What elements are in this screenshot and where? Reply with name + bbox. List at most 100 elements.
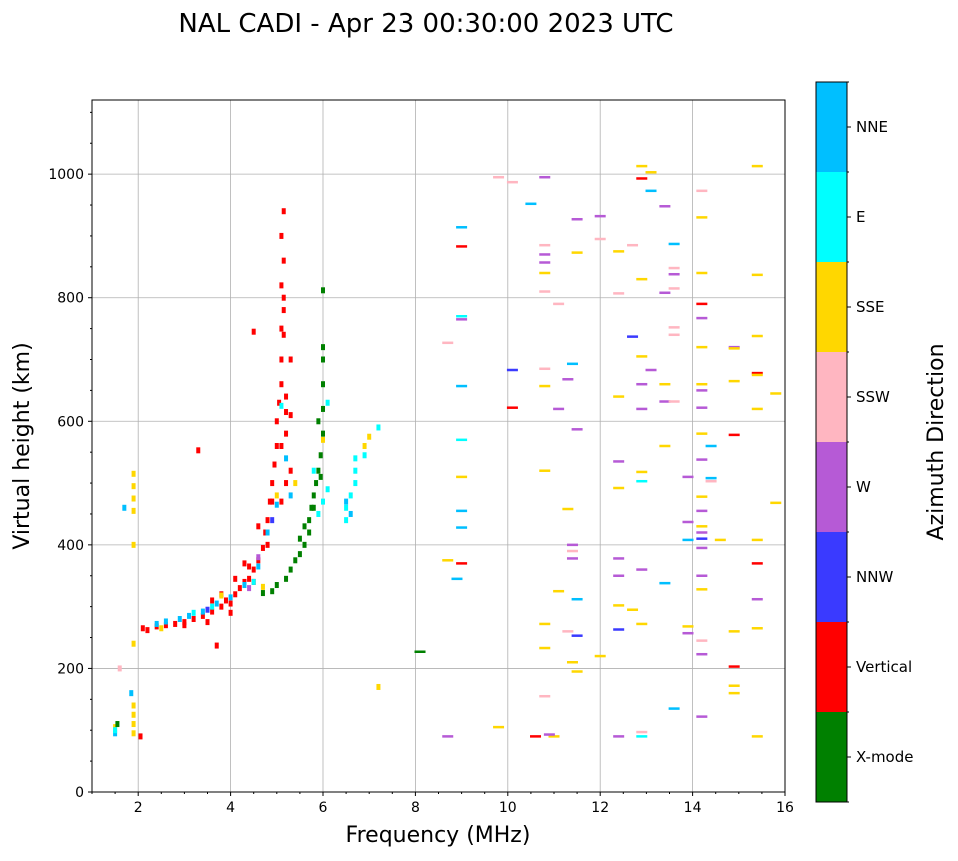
colorbar-label: Azimuth Direction xyxy=(924,343,949,540)
data-point xyxy=(191,616,196,622)
data-point xyxy=(682,631,694,635)
data-point xyxy=(265,517,270,524)
data-point xyxy=(613,292,625,295)
data-point xyxy=(131,711,136,718)
colorbar-tick-label: Vertical xyxy=(856,658,912,676)
data-point xyxy=(281,307,286,314)
data-point xyxy=(414,650,426,653)
data-point xyxy=(645,171,657,174)
data-point xyxy=(456,526,468,529)
data-point xyxy=(668,272,680,276)
data-point xyxy=(214,642,219,649)
data-point xyxy=(200,608,205,615)
data-point xyxy=(751,407,763,411)
y-tick-label: 1000 xyxy=(48,167,84,183)
y-tick-label: 600 xyxy=(57,414,84,430)
data-point xyxy=(613,735,625,738)
data-point xyxy=(348,492,353,499)
colorbar-tick-label: E xyxy=(856,208,865,226)
data-point xyxy=(627,335,639,338)
data-point xyxy=(321,436,325,443)
data-point xyxy=(113,727,118,734)
data-point xyxy=(131,640,136,647)
data-point xyxy=(553,589,565,593)
data-point xyxy=(281,331,286,338)
data-point xyxy=(696,525,708,528)
data-point xyxy=(751,164,763,168)
colorbar: X-mode Vertical NNW W SSW SSE E NNE xyxy=(815,81,913,803)
data-point xyxy=(668,333,680,337)
data-point xyxy=(256,554,261,561)
data-point xyxy=(659,581,671,585)
data-point xyxy=(200,612,205,619)
data-point xyxy=(751,627,763,630)
data-point xyxy=(274,443,279,449)
x-tick-label: 10 xyxy=(499,800,517,816)
data-point xyxy=(636,407,648,411)
data-point xyxy=(705,476,717,480)
data-point xyxy=(696,302,708,306)
data-point xyxy=(321,356,325,363)
data-point xyxy=(539,290,551,293)
data-point xyxy=(228,600,233,607)
data-point xyxy=(362,452,367,459)
data-point xyxy=(714,538,726,542)
data-point xyxy=(751,273,763,277)
colorbar-swatch xyxy=(816,532,847,622)
data-point xyxy=(456,318,468,321)
y-tick-label: 400 xyxy=(57,538,84,554)
x-tick-label: 12 xyxy=(591,800,609,816)
data-point xyxy=(594,237,606,241)
axis-ticks: 2 4 6 8 10 12 14 16 0 200 400 600 800 1000 xyxy=(48,111,794,816)
data-point xyxy=(613,628,625,631)
data-point xyxy=(751,538,763,542)
data-point xyxy=(696,531,708,534)
data-point xyxy=(696,316,708,320)
data-point xyxy=(376,424,381,431)
data-point xyxy=(353,455,358,462)
colorbar-tick-label: SSE xyxy=(856,298,885,316)
data-point xyxy=(113,724,118,731)
data-points xyxy=(113,164,782,740)
data-point xyxy=(277,399,282,406)
data-point xyxy=(682,625,694,628)
data-point xyxy=(247,585,252,592)
data-point xyxy=(251,566,256,573)
data-point xyxy=(316,467,321,474)
data-point xyxy=(696,458,708,461)
colorbar-swatch xyxy=(816,262,847,352)
data-point xyxy=(367,433,372,440)
data-point xyxy=(636,382,648,386)
data-point xyxy=(311,467,316,474)
data-point xyxy=(344,517,349,524)
colorbar-swatch xyxy=(816,712,847,802)
data-point xyxy=(539,271,551,275)
data-point xyxy=(594,654,606,658)
data-point xyxy=(539,261,551,264)
data-point xyxy=(321,430,325,437)
data-point xyxy=(191,609,196,616)
data-point xyxy=(539,243,551,247)
data-point xyxy=(129,690,134,697)
data-point xyxy=(154,620,159,627)
data-point xyxy=(353,480,358,487)
data-point xyxy=(539,253,551,256)
data-point xyxy=(210,597,215,604)
data-point xyxy=(668,242,680,246)
data-point xyxy=(668,400,680,403)
data-point xyxy=(196,447,201,454)
data-point xyxy=(284,430,289,437)
data-point xyxy=(539,694,551,698)
data-point xyxy=(293,557,298,564)
data-point xyxy=(770,501,782,505)
data-point xyxy=(636,355,648,358)
data-point xyxy=(627,608,639,611)
data-point xyxy=(210,603,215,610)
data-point xyxy=(281,294,286,301)
data-point xyxy=(274,492,279,499)
data-point xyxy=(442,559,454,562)
data-point xyxy=(274,418,279,425)
data-point xyxy=(228,594,233,601)
data-point xyxy=(696,546,708,550)
